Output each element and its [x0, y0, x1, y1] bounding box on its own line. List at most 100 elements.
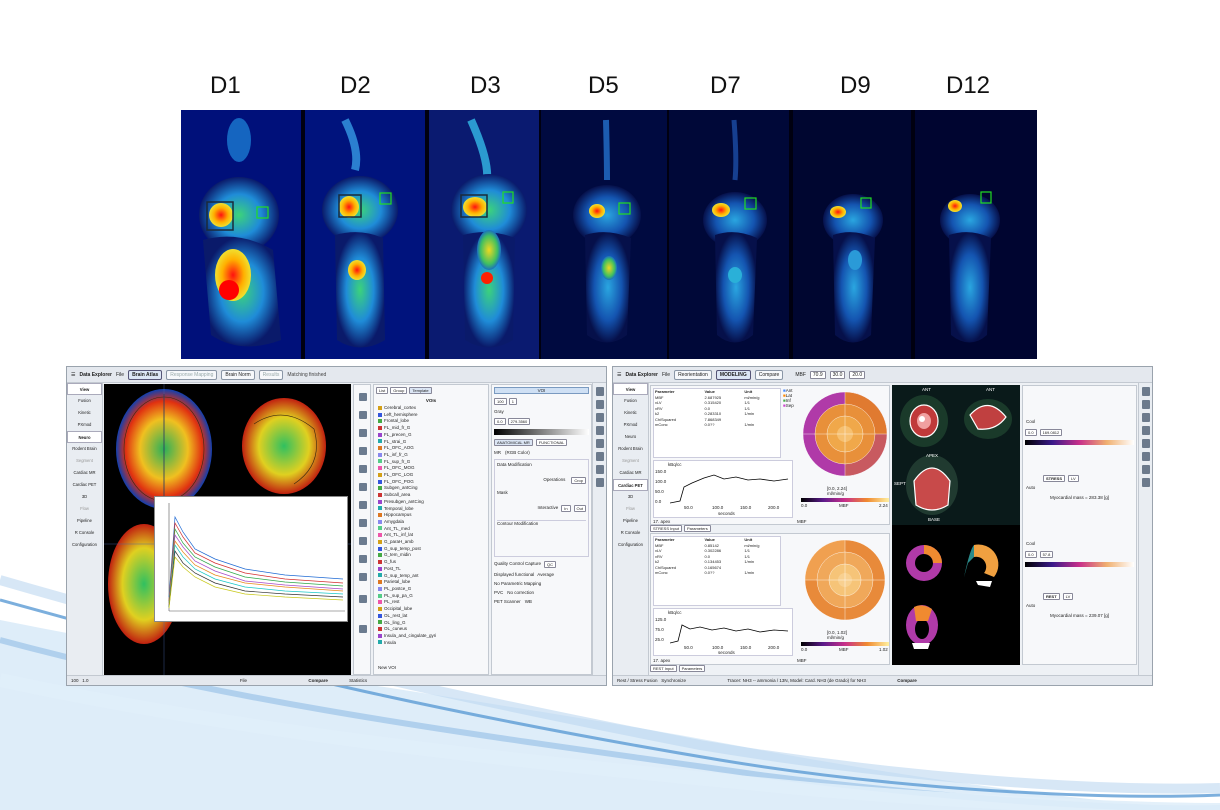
voi-item[interactable]: Ant_TL_med: [378, 526, 488, 533]
nav-pipeline[interactable]: Pipeline: [77, 518, 92, 523]
voi-item[interactable]: PL_rest: [378, 599, 488, 606]
threshold-field-1[interactable]: 100: [494, 398, 507, 405]
nav-kinetic[interactable]: Kinetic: [78, 410, 91, 415]
rnav-segment[interactable]: Segment: [622, 458, 639, 463]
nav-flow[interactable]: Flow: [80, 506, 89, 511]
voi-item[interactable]: G_paraH_amb: [378, 539, 488, 546]
rnav-rodent-brain[interactable]: Rodent Brain: [618, 446, 643, 451]
voi-item[interactable]: Left_hemisphere: [378, 412, 488, 419]
nav-fusion[interactable]: Fusion: [78, 398, 91, 403]
out-button[interactable]: Out: [573, 505, 586, 512]
stress-button[interactable]: STRESS: [1043, 475, 1066, 482]
rest-input-tab[interactable]: REST Input: [650, 665, 677, 672]
nav-3d[interactable]: 3D: [81, 494, 88, 499]
rest-parameters-tab[interactable]: Parameters: [678, 665, 706, 672]
nav-view[interactable]: View: [67, 383, 102, 395]
modeling-button[interactable]: MODELING: [715, 369, 751, 380]
voi-item[interactable]: OL_rest_lat: [378, 613, 488, 620]
voi-item[interactable]: PL_postce_G: [378, 586, 488, 593]
rnav-kinetic[interactable]: Kinetic: [624, 410, 637, 415]
tool-icons[interactable]: [354, 385, 372, 676]
voi-item[interactable]: G_sup_temp_ant: [378, 573, 488, 580]
rnav-fusion[interactable]: Fusion: [624, 398, 637, 403]
right-menu-icon[interactable]: ☰: [617, 371, 622, 378]
rnav-cardiac-pet[interactable]: Cardiac PET: [613, 479, 648, 491]
voi-item[interactable]: FL_OFC_LOG: [378, 472, 488, 479]
voi-tab-list[interactable]: List: [376, 387, 389, 394]
voi-item[interactable]: Cerebral_cortex: [378, 405, 488, 412]
right-compare-button[interactable]: Compare: [897, 678, 917, 683]
voi-item[interactable]: Hippocampus: [378, 512, 488, 519]
statistics-button[interactable]: Statistics: [349, 678, 368, 683]
zoom-field[interactable]: 1.0: [82, 678, 89, 683]
rest-mbf-select[interactable]: MBF: [797, 658, 807, 663]
voi-item[interactable]: Occipital_lobe: [378, 606, 488, 613]
cool-max[interactable]: 169.0812: [1039, 429, 1063, 436]
rnav-configuration[interactable]: Configuration: [618, 542, 643, 547]
synchronize-checkbox[interactable]: Synchronize: [661, 678, 687, 683]
voi-item[interactable]: Temporal_lobe: [378, 506, 488, 513]
voi-item[interactable]: FL_OFC_POG: [378, 479, 488, 486]
field-1[interactable]: 70.9: [809, 370, 826, 379]
nav-rodent-brain[interactable]: Rodent Brain: [72, 446, 97, 451]
voi-item[interactable]: Ant_TL_inf_lat: [378, 532, 488, 539]
voi-tree[interactable]: Cerebral_cortex Left_hemisphere Frontal_lo…: [374, 405, 488, 646]
left-compare-button[interactable]: Compare: [308, 678, 328, 683]
rnav-pxmod[interactable]: PXmod: [623, 422, 638, 427]
rest-stress-fusion[interactable]: Rest / Stress Fusion: [617, 678, 658, 683]
voi-item[interactable]: PL_sup_pa_G: [378, 593, 488, 600]
crop-button[interactable]: Crop: [571, 477, 586, 484]
nav-pxmod[interactable]: PXmod: [77, 422, 92, 427]
auto-checkbox-1[interactable]: Auto: [1026, 485, 1036, 490]
voi-item[interactable]: Insula_and_cingulate_gyri: [378, 633, 488, 640]
nav-segment[interactable]: Segment: [76, 458, 93, 463]
brain-viewer[interactable]: [104, 384, 351, 675]
wb-select[interactable]: WB: [524, 599, 532, 604]
voi-item[interactable]: G_fus: [378, 559, 488, 566]
brain-norm-button[interactable]: Brain Norm: [221, 369, 255, 380]
voi-control-tab[interactable]: VOI: [494, 387, 589, 394]
stress-segment-select[interactable]: 17. apex: [653, 519, 671, 524]
menu-icon[interactable]: ☰: [71, 371, 76, 378]
rnav-3d[interactable]: 3D: [627, 494, 634, 499]
voi-item[interactable]: FL_mid_fr_G: [378, 425, 488, 432]
cool-max-2[interactable]: 57.8: [1039, 551, 1054, 558]
nav-neuro[interactable]: Neuro: [67, 431, 102, 443]
compare-toolbar-button[interactable]: Compare: [754, 369, 784, 380]
voi-item[interactable]: Post_TL: [378, 566, 488, 573]
threshold-field-2[interactable]: 1: [508, 398, 517, 405]
voi-tab-template[interactable]: Template: [409, 387, 432, 394]
voi-item[interactable]: Frontal_lobe: [378, 418, 488, 425]
average-select[interactable]: Average: [537, 572, 554, 577]
brain-atlas-button[interactable]: Brain Atlas: [128, 369, 163, 380]
voi-item[interactable]: FL_OFC_AOG: [378, 445, 488, 452]
rnav-cardiac-mr[interactable]: Cardiac MR: [619, 470, 642, 475]
file-menu[interactable]: File: [116, 371, 125, 378]
parametric-mapping-select[interactable]: No Parametric Mapping: [494, 581, 542, 586]
voi-item[interactable]: FL_inf_fr_G: [378, 452, 488, 459]
voi-item[interactable]: OL_cuneus: [378, 626, 488, 633]
voi-item[interactable]: Subcall_area: [378, 492, 488, 499]
stress-input-tab[interactable]: STRESS Input: [650, 525, 683, 532]
auto-checkbox-2[interactable]: Auto: [1026, 603, 1036, 608]
nav-r-console[interactable]: R Console: [74, 530, 95, 535]
voi-item[interactable]: G_sup_temp_post: [378, 546, 488, 553]
voi-item[interactable]: OL_ling_G: [378, 620, 488, 627]
qc-button[interactable]: QC: [544, 561, 557, 568]
lv-button-1[interactable]: LV: [1068, 475, 1079, 482]
cool-min-2[interactable]: 0.0: [1025, 551, 1037, 558]
rnav-flow[interactable]: Flow: [626, 506, 635, 511]
voi-item[interactable]: Insula: [378, 640, 488, 647]
voi-item[interactable]: Subgen_antCing: [378, 485, 488, 492]
rnav-view[interactable]: View: [613, 383, 648, 395]
voi-item[interactable]: Amygdala: [378, 519, 488, 526]
rnav-pipeline[interactable]: Pipeline: [623, 518, 638, 523]
functional-tab[interactable]: FUNCTIONAL: [535, 439, 568, 446]
colormap-label[interactable]: Gray: [494, 409, 504, 414]
upper-threshold[interactable]: 279.3560: [507, 418, 531, 425]
nav-configuration[interactable]: Configuration: [72, 542, 97, 547]
anatomical-mr-tab[interactable]: ANATOMICAL MR: [494, 439, 533, 446]
stress-parameters-tab[interactable]: Parameters: [684, 525, 711, 532]
heart-viewer[interactable]: ANT ANT APEX SEPT BASE: [892, 385, 1020, 665]
voi-item[interactable]: G_tem_midin: [378, 552, 488, 559]
